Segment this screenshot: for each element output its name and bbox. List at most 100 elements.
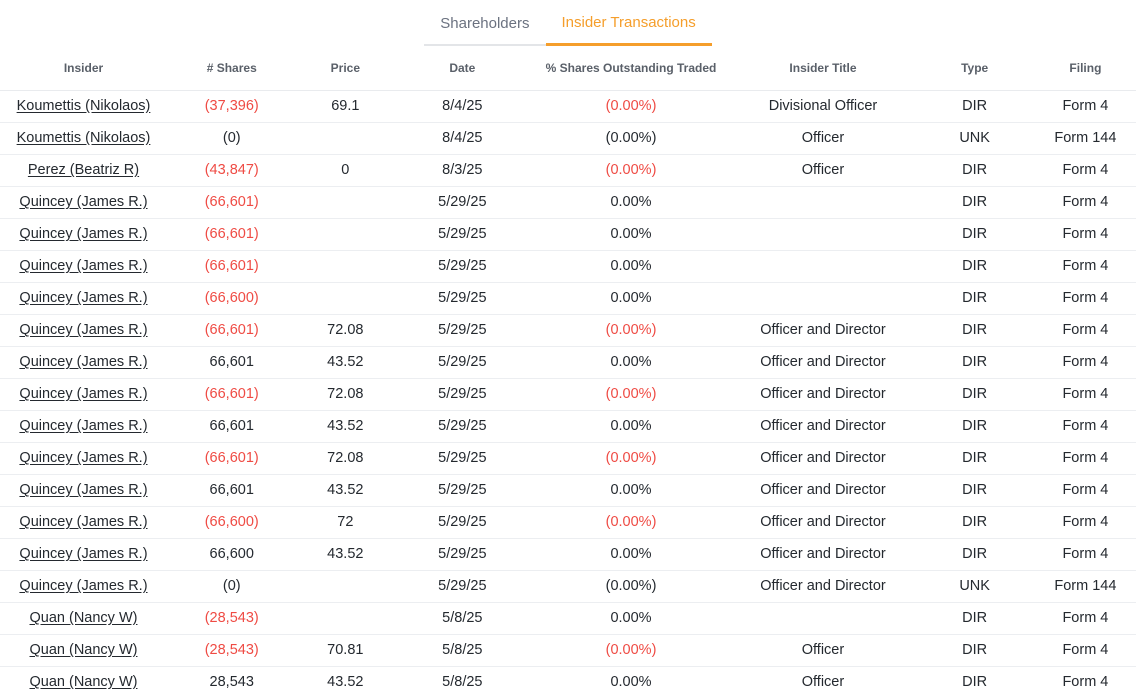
insider-link[interactable]: Perez (Beatriz R) (27, 162, 140, 178)
insider-link[interactable]: Quincey (James R.) (19, 194, 148, 210)
insider-title-cell: Officer and Director (731, 538, 915, 571)
pct-outstanding-cell: 0.00% (530, 602, 732, 635)
insider-link[interactable]: Quincey (James R.) (19, 482, 148, 498)
insider-title-cell (731, 250, 915, 283)
insider-link[interactable]: Quincey (James R.) (19, 258, 148, 274)
table-header-row: Insider # Shares Price Date% Shares Outstan… (0, 46, 1136, 91)
insider-title-cell: Officer (731, 666, 915, 693)
insider-link[interactable]: Quincey (James R.) (19, 386, 148, 402)
pct-outstanding-cell: (0.00%) (530, 634, 732, 667)
price-cell: 43.52 (296, 410, 395, 443)
insider-link[interactable]: Quan (Nancy W) (29, 642, 138, 658)
table-row: Quincey (James R.) (66,601) 72.08 5/29/25 (0… (0, 378, 1136, 411)
insider-title-cell (731, 282, 915, 315)
table-row: Quincey (James R.) (66,601) 5/29/25 0.00% DI… (0, 250, 1136, 283)
price-cell: 72.08 (296, 442, 395, 475)
type-cell: DIR (914, 410, 1035, 443)
insider-cell: Koumettis (Nikolaos) (0, 122, 167, 155)
tab-shareholders[interactable]: Shareholders (424, 6, 546, 46)
filing-cell: Form 4 (1034, 314, 1136, 347)
column-header-shares: # Shares (166, 46, 297, 91)
insider-link[interactable]: Quincey (James R.) (19, 322, 148, 338)
date-cell: 8/3/25 (394, 154, 531, 187)
type-cell: DIR (914, 666, 1035, 693)
price-cell: 72 (296, 506, 395, 539)
insider-link[interactable]: Quincey (James R.) (19, 226, 148, 242)
insider-title-cell: Officer and Director (731, 346, 915, 379)
table-row: Quincey (James R.) (0) 5/29/25 (0.00%) Offic… (0, 570, 1136, 603)
insider-link[interactable]: Quincey (James R.) (19, 354, 148, 370)
pct-outstanding-cell: (0.00%) (530, 442, 732, 475)
table-row: Quan (Nancy W) 28,543 43.52 5/8/25 0.00% Offi… (0, 666, 1136, 693)
date-cell: 5/29/25 (394, 186, 531, 219)
table-row: Quincey (James R.) 66,600 43.52 5/29/25 0.00… (0, 538, 1136, 571)
pct-outstanding-cell: (0.00%) (530, 154, 732, 187)
insider-title-cell: Officer (731, 154, 915, 187)
filing-cell: Form 4 (1034, 410, 1136, 443)
table-row: Quincey (James R.) 66,601 43.52 5/29/25 0.00… (0, 474, 1136, 507)
type-cell: UNK (914, 122, 1035, 155)
price-cell (296, 122, 395, 155)
shares-cell: 66,600 (166, 538, 297, 571)
table-row: Quan (Nancy W) (28,543) 5/8/25 0.00% DIR Form… (0, 602, 1136, 635)
filing-cell: Form 4 (1034, 250, 1136, 283)
pct-outstanding-cell: 0.00% (530, 666, 732, 693)
date-cell: 5/29/25 (394, 314, 531, 347)
table-row: Perez (Beatriz R) (43,847) 0 8/3/25 (0.00%) O… (0, 154, 1136, 187)
price-cell (296, 186, 395, 219)
price-cell: 43.52 (296, 666, 395, 693)
insider-title-cell: Officer (731, 634, 915, 667)
insider-title-cell: Officer and Director (731, 378, 915, 411)
insider-title-cell (731, 186, 915, 219)
price-cell: 43.52 (296, 538, 395, 571)
date-cell: 5/29/25 (394, 442, 531, 475)
type-cell: DIR (914, 378, 1035, 411)
insider-link[interactable]: Quincey (James R.) (19, 578, 148, 594)
column-header-pct-outstanding: % Shares Outstanding Traded (530, 46, 732, 91)
price-cell: 72.08 (296, 378, 395, 411)
insider-title-cell: Officer and Director (731, 506, 915, 539)
pct-outstanding-cell: (0.00%) (530, 122, 732, 155)
filing-cell: Form 4 (1034, 506, 1136, 539)
column-header-type: Type (914, 46, 1035, 91)
insider-link[interactable]: Quincey (James R.) (19, 290, 148, 306)
table-row: Quan (Nancy W) (28,543) 70.81 5/8/25 (0.00%)… (0, 634, 1136, 667)
insider-title-cell: Officer and Director (731, 314, 915, 347)
insider-cell: Perez (Beatriz R) (0, 154, 167, 187)
type-cell: DIR (914, 250, 1035, 283)
shares-cell: (37,396) (166, 90, 297, 123)
insider-title-cell: Officer and Director (731, 442, 915, 475)
pct-outstanding-cell: (0.00%) (530, 570, 732, 603)
table-row: Quincey (James R.) 66,601 43.52 5/29/25 0.00… (0, 410, 1136, 443)
insider-link[interactable]: Quincey (James R.) (19, 418, 148, 434)
pct-outstanding-cell: 0.00% (530, 186, 732, 219)
type-cell: DIR (914, 538, 1035, 571)
insider-link[interactable]: Quincey (James R.) (19, 450, 148, 466)
insider-cell: Quan (Nancy W) (0, 666, 167, 693)
tab-insider-transactions[interactable]: Insider Transactions (545, 5, 712, 46)
shares-cell: (66,600) (166, 506, 297, 539)
filing-cell: Form 4 (1034, 90, 1136, 123)
insider-cell: Quincey (James R.) (0, 218, 167, 251)
price-cell: 43.52 (296, 346, 395, 379)
insider-cell: Quincey (James R.) (0, 250, 167, 283)
filing-cell: Form 4 (1034, 442, 1136, 475)
pct-outstanding-cell: (0.00%) (530, 90, 732, 123)
price-cell (296, 602, 395, 635)
date-cell: 5/8/25 (394, 634, 531, 667)
date-cell: 8/4/25 (394, 122, 531, 155)
pct-outstanding-cell: (0.00%) (530, 378, 732, 411)
insider-link[interactable]: Quincey (James R.) (19, 514, 148, 530)
insider-link[interactable]: Quan (Nancy W) (29, 674, 138, 690)
insider-link[interactable]: Quan (Nancy W) (29, 610, 138, 626)
tab-bar: Shareholders Insider Transactions (0, 0, 1136, 46)
insider-link[interactable]: Quincey (James R.) (19, 546, 148, 562)
type-cell: DIR (914, 602, 1035, 635)
insider-cell: Quincey (James R.) (0, 410, 167, 443)
shares-cell: (66,601) (166, 218, 297, 251)
shares-cell: 28,543 (166, 666, 297, 693)
insider-link[interactable]: Koumettis (Nikolaos) (16, 98, 151, 114)
shares-cell: 66,601 (166, 474, 297, 507)
type-cell: DIR (914, 346, 1035, 379)
insider-link[interactable]: Koumettis (Nikolaos) (16, 130, 151, 146)
